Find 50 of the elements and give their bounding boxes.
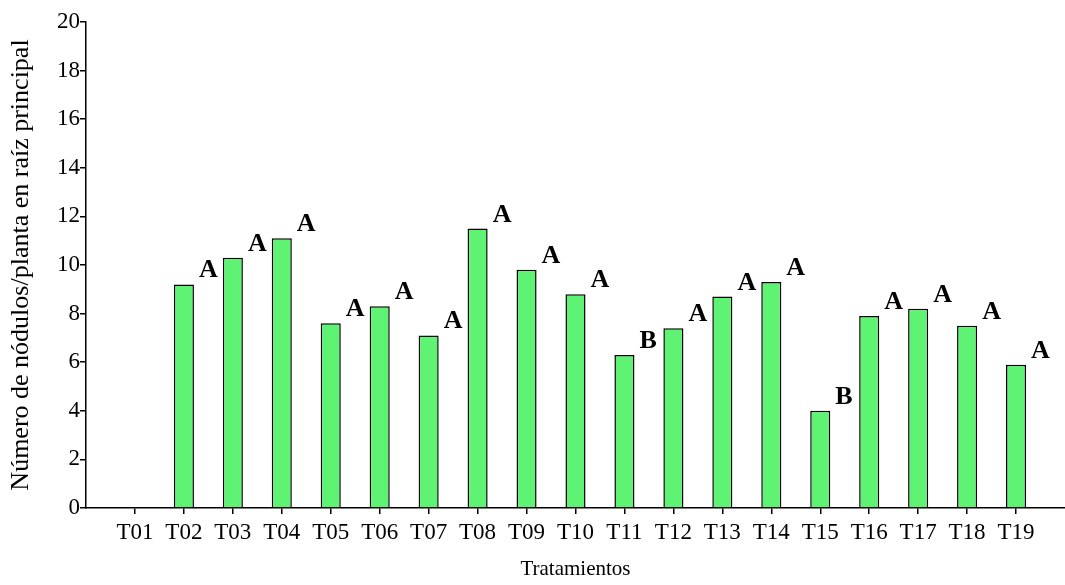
x-tick-label: T05 <box>312 518 350 544</box>
x-tick-label: T15 <box>801 518 839 544</box>
x-axis-title: Tratamientos <box>520 555 631 580</box>
x-tick-label: T16 <box>850 518 888 544</box>
data-label: A <box>443 305 463 335</box>
data-label: A <box>590 264 610 294</box>
y-tick-label: 14 <box>57 153 81 179</box>
data-label: A <box>737 266 757 296</box>
x-tick-label: T13 <box>703 518 741 544</box>
data-label: B <box>639 324 657 354</box>
y-tick-label: 16 <box>57 105 80 131</box>
x-tick-label: T11 <box>606 518 643 544</box>
x-tick-label: T18 <box>948 518 986 544</box>
y-tick-label: 18 <box>57 56 80 82</box>
y-axis-title: Número de nódulos/planta en raíz principal <box>5 39 35 491</box>
x-tick-label: T07 <box>410 518 448 544</box>
data-label: A <box>884 286 904 316</box>
x-tick-label: T06 <box>361 518 399 544</box>
x-tick-label: T02 <box>165 518 203 544</box>
data-label: A <box>688 298 708 328</box>
y-tick-label: 6 <box>68 348 80 374</box>
y-tick-label: 10 <box>57 251 80 277</box>
y-tick-label: 4 <box>68 396 81 422</box>
y-tick-label: 8 <box>68 299 80 325</box>
x-tick-label: T01 <box>116 518 154 544</box>
x-tick-label: T12 <box>654 518 692 544</box>
data-label: A <box>492 198 512 228</box>
data-label: A <box>1031 334 1051 364</box>
x-tick-label: T14 <box>752 518 791 544</box>
y-tick-label: 0 <box>68 494 80 520</box>
data-label: A <box>786 252 806 282</box>
data-label: A <box>541 239 561 269</box>
data-label: A <box>345 293 365 323</box>
data-label: A <box>933 278 953 308</box>
data-label: B <box>835 380 853 410</box>
x-tick-label: T09 <box>508 518 546 544</box>
data-label: A <box>296 208 316 238</box>
x-tick-label: T03 <box>214 518 252 544</box>
x-tick-label: T08 <box>459 518 497 544</box>
x-tick-label: T19 <box>997 518 1035 544</box>
x-tick-label: T04 <box>263 518 301 544</box>
data-label: A <box>198 254 218 284</box>
data-label: A <box>247 227 267 257</box>
data-label: A <box>394 276 414 306</box>
y-tick-label: 12 <box>57 202 80 228</box>
y-tick-label: 2 <box>68 445 80 471</box>
x-tick-label: T17 <box>899 518 937 544</box>
y-tick-label: 20 <box>57 8 80 34</box>
x-tick-label: T10 <box>556 518 595 544</box>
data-label: A <box>982 295 1002 325</box>
